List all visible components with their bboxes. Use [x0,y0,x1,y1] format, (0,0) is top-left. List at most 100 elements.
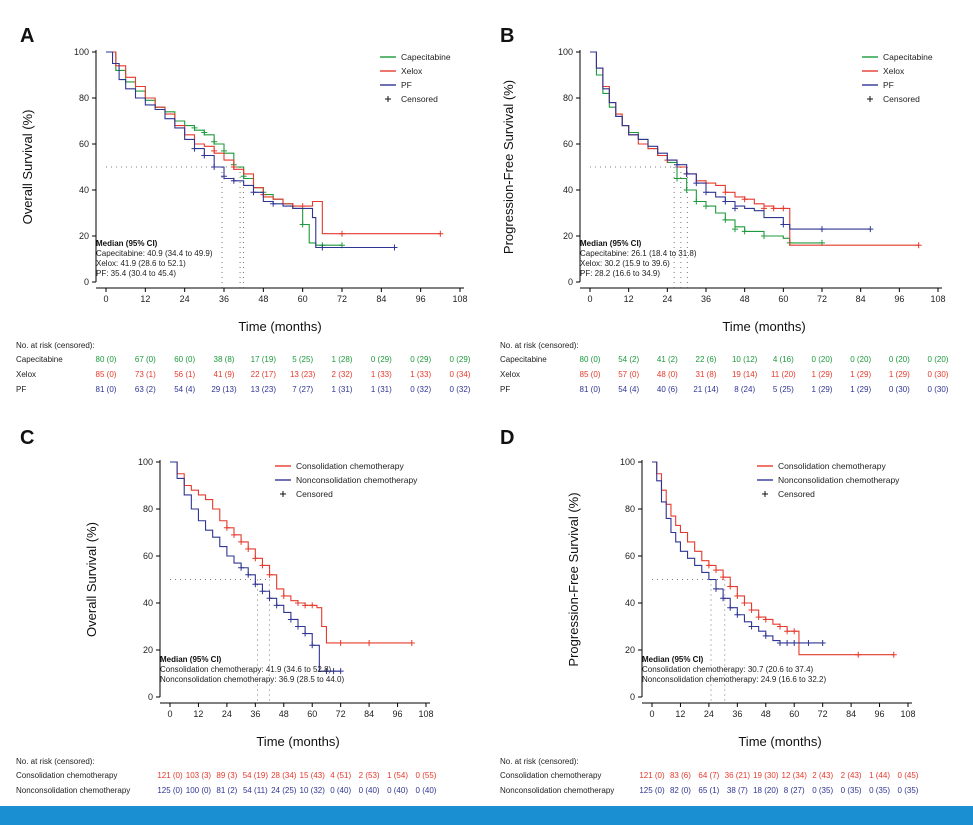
x-tick-label: 96 [894,294,904,304]
risk-header: No. at risk (censored): [500,341,579,350]
risk-cell: 0 (40) [330,786,351,795]
risk-cell: 0 (20) [928,355,949,364]
risk-cell: 73 (1) [135,370,156,379]
censor-mark [238,564,245,571]
risk-header: No. at risk (censored): [16,341,95,350]
risk-cell: 2 (32) [332,370,353,379]
risk-cell: 0 (20) [812,355,833,364]
censor-mark [734,611,741,618]
risk-cell: 103 (3) [186,771,212,780]
median-line: Capecitabine: 26.1 (18.4 to 31.8) [580,249,697,258]
x-tick-label: 48 [761,709,771,719]
y-tick-label: 0 [568,277,573,287]
censor-mark [890,651,897,658]
risk-cell: 0 (35) [898,786,919,795]
censor-mark [915,242,922,249]
risk-cell: 0 (30) [928,370,949,379]
censor-mark [762,632,769,639]
censor-mark [693,180,700,187]
censor-mark [201,152,208,159]
risk-cell: 24 (25) [271,786,297,795]
censor-mark [337,639,344,646]
risk-cell: 0 (55) [416,771,437,780]
median-title: Median (95% CI) [96,239,158,248]
legend-censored-label: Censored [296,489,333,499]
survival-curve-pf [590,51,871,230]
risk-cell: 125 (0) [157,786,183,795]
risk-cell: 0 (40) [416,786,437,795]
y-tick-label: 60 [625,551,635,561]
legend-censored-label: Censored [401,94,438,104]
median-title: Median (95% CI) [642,655,704,664]
x-tick-label: 12 [624,294,634,304]
risk-table: No. at risk (censored): Capecitabine 80 (0… [500,341,949,394]
censor-mark [720,574,727,581]
censor-mark [732,226,738,233]
risk-cell: 67 (0) [135,355,156,364]
censor-mark [273,602,280,609]
censor-mark [674,175,680,182]
risk-cell: 65 (1) [698,786,719,795]
risk-cell: 63 (2) [135,385,156,394]
risk-cell: 81 (0) [96,385,117,394]
x-tick-label: 0 [167,709,172,719]
risk-row-label: Consolidation chemotherapy [500,771,601,780]
risk-row-label: Nonconsolidation chemotherapy [16,786,130,795]
x-tick-label: 48 [279,709,289,719]
censor-mark [309,642,316,649]
censor-mark [287,616,294,623]
risk-cell: 0 (45) [898,771,919,780]
x-tick-label: 72 [817,294,827,304]
risk-cell: 54 (19) [243,771,269,780]
censor-mark [391,244,398,251]
survival-curve-consolidation-chemotherapy [652,461,894,656]
risk-cell: 18 (20) [753,786,779,795]
x-tick-label: 96 [393,709,403,719]
censor-mark [819,639,826,646]
x-axis-title: Time (months) [238,319,321,334]
risk-cell: 31 (8) [696,370,717,379]
censor-mark [780,221,787,228]
censor-mark [741,600,748,606]
risk-cell: 10 (32) [300,786,326,795]
panel-letter: C [20,427,34,449]
risk-cell: 0 (40) [359,786,380,795]
censor-mark [295,623,301,630]
censor-mark [309,602,316,609]
y-tick-label: 100 [138,457,153,467]
risk-cell: 0 (34) [450,370,471,379]
risk-cell: 85 (0) [96,370,117,379]
x-tick-label: 24 [704,709,714,719]
legend-censored-label: Censored [883,94,920,104]
y-tick-label: 100 [558,47,573,57]
risk-cell: 1 (29) [812,385,833,394]
legend: Capecitabine Xelox PF Censored [380,52,451,104]
median-title: Median (95% CI) [580,239,642,248]
censor-mark [238,538,245,545]
risk-cell: 0 (32) [450,385,471,394]
censor-mark [784,639,791,646]
y-tick-label: 0 [148,692,153,702]
risk-cell: 0 (30) [928,385,949,394]
median-line: Consolidation chemotherapy: 41.9 (34.6 t… [160,665,332,674]
risk-cell: 80 (0) [580,355,601,364]
x-tick-label: 72 [818,709,828,719]
x-tick-label: 96 [875,709,885,719]
risk-table: No. at risk (censored): Consolidation che… [500,757,919,795]
y-tick-label: 40 [563,185,573,195]
risk-cell: 8 (27) [784,786,805,795]
censor-mark [855,651,862,658]
censor-mark [805,639,812,646]
x-tick-label: 60 [789,709,799,719]
x-tick-label: 60 [307,709,317,719]
censor-mark [867,226,874,233]
censor-mark [741,196,748,203]
y-tick-label: 60 [563,139,573,149]
legend-label: PF [883,80,894,90]
risk-table: No. at risk (censored): Capecitabine 80 (0… [16,341,471,394]
x-tick-label: 48 [258,294,268,304]
median-line: PF: 28.2 (16.6 to 34.9) [580,269,660,278]
risk-cell: 15 (43) [300,771,326,780]
censor-mark [784,628,791,635]
risk-cell: 54 (4) [174,385,195,394]
